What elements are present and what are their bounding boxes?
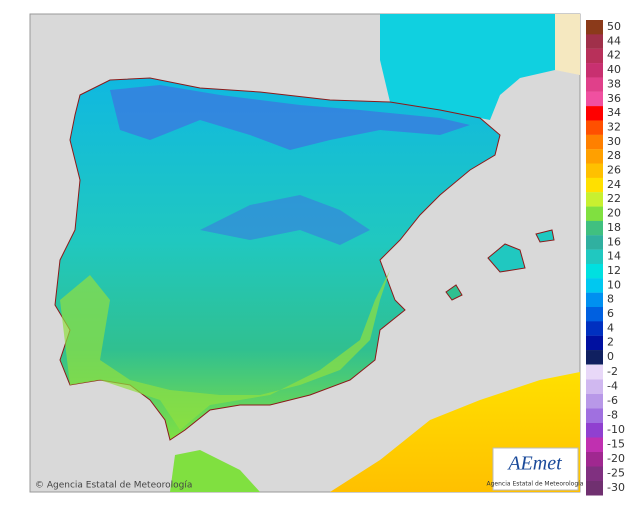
legend-label: 42 <box>607 49 621 62</box>
legend-swatch <box>586 120 603 135</box>
legend-swatch <box>586 235 603 250</box>
legend-label: 28 <box>607 149 621 162</box>
logo-name: AEmet <box>506 453 562 475</box>
cold-center <box>200 195 370 245</box>
ibiza <box>445 284 463 301</box>
legend-label: -15 <box>607 438 625 451</box>
legend-label: 0 <box>607 350 614 363</box>
legend-label: -8 <box>607 409 618 422</box>
legend-label: 26 <box>607 164 621 177</box>
legend-label: 38 <box>607 77 621 90</box>
legend-swatch <box>586 321 603 336</box>
legend-swatch <box>586 63 603 78</box>
legend-swatch <box>586 34 603 49</box>
legend-label: 6 <box>607 307 614 320</box>
legend-swatch <box>586 77 603 92</box>
legend-swatch <box>586 307 603 322</box>
legend-swatch <box>586 192 603 207</box>
legend-label: 8 <box>607 293 614 306</box>
france <box>380 14 555 120</box>
legend-swatch <box>586 394 603 409</box>
legend-swatch <box>586 423 603 438</box>
credit: © Agencia Estatal de Meteorología <box>35 481 192 491</box>
legend-swatch <box>586 149 603 164</box>
legend-swatch <box>586 177 603 193</box>
legend-swatch <box>586 249 603 265</box>
legend-swatch <box>586 278 603 293</box>
legend-label: 22 <box>607 192 621 205</box>
mallorca <box>487 243 526 273</box>
legend-label: 2 <box>607 336 614 349</box>
legend-label: 34 <box>607 106 621 119</box>
africa-west <box>170 450 260 492</box>
legend-swatch <box>586 481 603 496</box>
legend-swatch <box>586 91 603 107</box>
legend-label: 32 <box>607 120 621 133</box>
cold-north <box>110 85 470 150</box>
legend-label: 4 <box>607 321 614 334</box>
legend-label: 18 <box>607 221 621 234</box>
legend-label: 14 <box>607 250 621 263</box>
legend-label: -10 <box>607 423 625 436</box>
legend-swatch <box>586 379 603 394</box>
legend-swatch <box>586 263 603 279</box>
legend-label: 16 <box>607 235 621 248</box>
legend-swatch <box>586 350 603 365</box>
legend-label: 12 <box>607 264 621 277</box>
legend-swatch <box>586 365 603 380</box>
legend-label: 30 <box>607 135 621 148</box>
legend-label: -2 <box>607 365 618 378</box>
legend-label: 50 <box>607 20 621 33</box>
legend-swatch <box>586 466 603 481</box>
logo-subtitle: Agencia Estatal de Meteorología <box>487 481 584 488</box>
legend-label: -25 <box>607 467 625 480</box>
legend-label: -6 <box>607 394 618 407</box>
legend-label: 20 <box>607 207 621 220</box>
legend-swatch <box>586 134 603 150</box>
legend-label: -30 <box>607 481 625 494</box>
legend-swatch <box>586 106 603 121</box>
menorca <box>535 229 555 243</box>
legend-swatch <box>586 206 603 222</box>
legend-label: 40 <box>607 63 621 76</box>
legend-label: -4 <box>607 380 618 393</box>
legend-swatch <box>586 452 603 467</box>
legend-swatch <box>586 335 603 351</box>
legend-swatch <box>586 408 603 423</box>
legend-label: 36 <box>607 92 621 105</box>
legend-swatch <box>586 437 603 452</box>
warm-south <box>60 270 390 430</box>
legend-swatch <box>586 20 603 35</box>
legend-swatch <box>586 292 603 308</box>
legend-swatch <box>586 163 603 178</box>
legend: 5044424038363432302826242220181614121086… <box>586 20 625 496</box>
legend-label: 24 <box>607 178 621 191</box>
legend-label: -20 <box>607 452 625 465</box>
legend-swatch <box>586 48 603 64</box>
legend-label: 10 <box>607 278 621 291</box>
legend-swatch <box>586 220 603 236</box>
legend-label: 44 <box>607 34 621 47</box>
france-east <box>555 14 580 75</box>
logo-box <box>492 447 579 491</box>
